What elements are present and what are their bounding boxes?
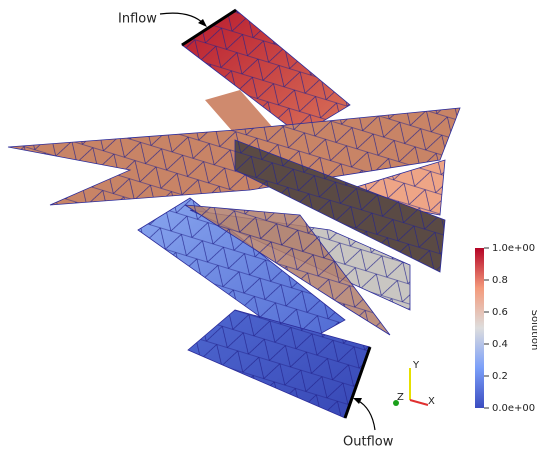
render-view: Inflow Outflow Y X Z 0.0e+00 0.2 0.4 0.6 0.8… (0, 0, 537, 451)
colorbar-tick-label: 0.0e+00 (492, 403, 535, 414)
x-axis-label: X (428, 396, 435, 407)
colorbar-title: Solution (529, 310, 537, 351)
outflow-label: Outflow (343, 435, 394, 450)
inflow-label: Inflow (118, 12, 157, 27)
arrow (160, 13, 204, 24)
axes-triad: Y X Z (393, 360, 435, 407)
page: {"annotations": {"inflow": "Inflow", "ou… (0, 0, 537, 451)
arrowhead (353, 398, 362, 404)
colorbar (475, 248, 484, 408)
z-axis-label: Z (397, 392, 404, 403)
arrow (357, 400, 375, 430)
x-axis (410, 400, 428, 405)
colorbar-tick-label: 0.2 (492, 371, 508, 382)
plane-mesh (188, 310, 370, 418)
colorbar-ticks: 0.0e+00 0.2 0.4 0.6 0.8 1.0e+00 (484, 243, 535, 414)
colorbar-tick-label: 0.8 (492, 275, 508, 286)
colorbar-tick-label: 0.6 (492, 307, 508, 318)
colorbar-tick-label: 0.4 (492, 339, 508, 350)
y-axis-label: Y (412, 360, 420, 371)
colorbar-tick-label: 1.0e+00 (492, 243, 535, 254)
mesh-surfaces (8, 10, 460, 418)
